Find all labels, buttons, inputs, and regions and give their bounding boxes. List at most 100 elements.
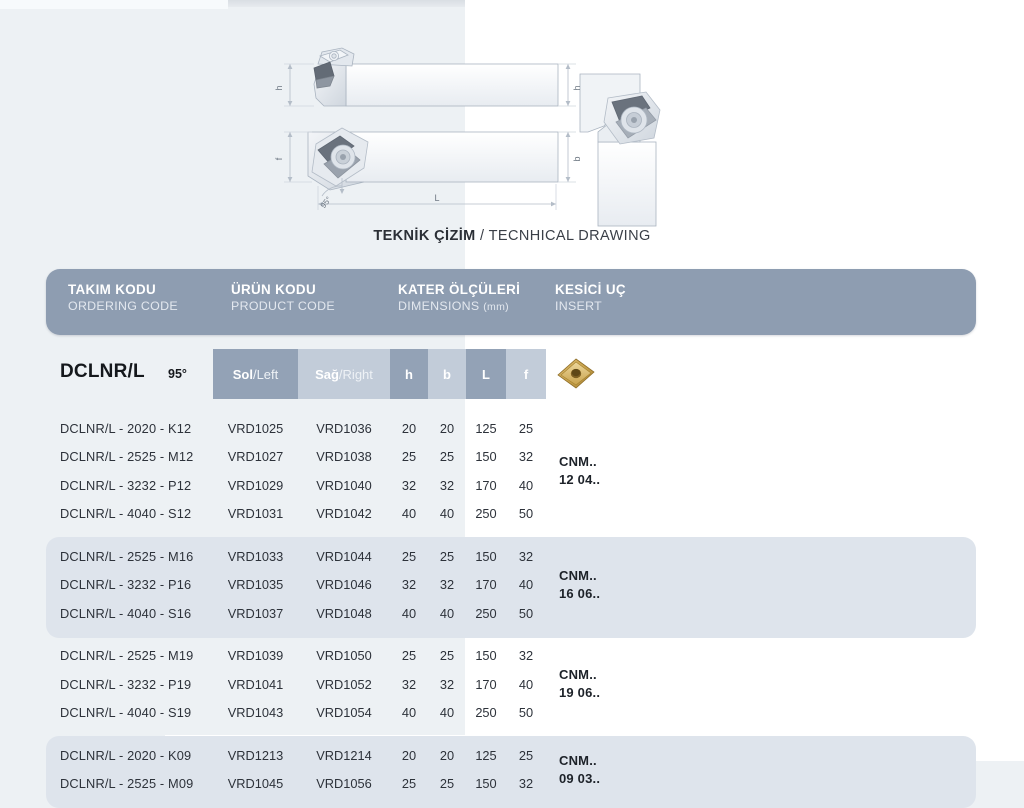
row-left-code: VRD1045 xyxy=(227,776,284,792)
table-row[interactable]: DCLNR/L - 3232 - P12 VRD1029 VRD1040 32 32 17… xyxy=(46,471,976,500)
column-header-left-tr: Sol xyxy=(232,366,253,382)
row-dim-h: 20 xyxy=(401,747,417,763)
row-right-code: VRD1042 xyxy=(316,506,372,522)
row-dim-b: 40 xyxy=(439,605,455,621)
row-dim-f: 32 xyxy=(518,548,534,564)
table-row[interactable]: DCLNR/L - 2525 - M16 VRD1033 VRD1044 25 25 15… xyxy=(46,542,976,571)
row-dim-f: 50 xyxy=(518,506,534,522)
dim-label-angle: 95° xyxy=(319,195,334,210)
row-dim-h: 40 xyxy=(401,705,417,721)
row-right-code: VRD1044 xyxy=(316,548,372,564)
row-dim-f: 50 xyxy=(518,705,534,721)
header-ordering-code: TAKIM KODU ORDERING CODE xyxy=(68,281,178,315)
insert-group: DCLNR/L - 2525 - M16 VRD1033 VRD1044 25 25 15… xyxy=(46,537,976,638)
drawing-caption-tr: TEKNİK ÇİZİM xyxy=(373,228,476,244)
dim-label-h-right: h xyxy=(572,85,582,90)
row-ordering-code: DCLNR/L - 2020 - K12 xyxy=(60,420,192,436)
dim-label-h-left: h xyxy=(274,85,284,90)
row-dim-h: 40 xyxy=(401,605,417,621)
table-row[interactable]: DCLNR/L - 3232 - P16 VRD1035 VRD1046 32 32 17… xyxy=(46,571,976,600)
row-left-code: VRD1035 xyxy=(227,577,284,593)
row-left-code: VRD1043 xyxy=(227,705,284,721)
insert-group: DCLNR/L - 2525 - M19 VRD1039 VRD1050 25 25 15… xyxy=(46,637,976,738)
row-right-code: VRD1056 xyxy=(316,776,372,792)
row-right-code: VRD1038 xyxy=(316,449,372,465)
row-left-code: VRD1033 xyxy=(227,548,284,564)
header-dimensions-tr: KATER ÖLÇÜLERİ xyxy=(398,282,521,297)
row-ordering-code: DCLNR/L - 3232 - P12 xyxy=(60,477,192,493)
row-dim-L: 125 xyxy=(475,420,497,436)
table-row[interactable]: DCLNR/L - 2020 - K09 VRD1213 VRD1214 20 20 12… xyxy=(46,741,976,770)
insert-designation-line1: CNM.. xyxy=(559,667,597,683)
table-row[interactable]: DCLNR/L - 3232 - P19 VRD1041 VRD1052 32 32 17… xyxy=(46,670,976,699)
table-row[interactable]: DCLNR/L - 2020 - K12 VRD1025 VRD1036 20 20 12… xyxy=(46,414,976,443)
side-view xyxy=(284,47,576,107)
table-row[interactable]: DCLNR/L - 4040 - S19 VRD1043 VRD1054 40 40 25… xyxy=(46,699,976,728)
table-header-bar: TAKIM KODU ORDERING CODE ÜRÜN KODU PRODU… xyxy=(46,269,976,335)
family-angle: 95° xyxy=(168,367,187,381)
row-dim-b: 32 xyxy=(439,676,455,692)
insert-designation-line1: CNM.. xyxy=(559,454,597,469)
row-dim-h: 25 xyxy=(401,648,417,664)
front-view xyxy=(579,73,661,227)
row-dim-b: 40 xyxy=(439,506,455,522)
family-name: DCLNR/L xyxy=(60,361,145,382)
row-dim-b: 25 xyxy=(439,648,455,664)
row-dim-b: 40 xyxy=(439,705,455,721)
catalog-page: h h f b L 95° TEKNİK ÇİZİM / TECNHICAL D… xyxy=(46,0,1024,808)
row-right-code: VRD1036 xyxy=(316,420,372,436)
row-ordering-code: DCLNR/L - 4040 - S12 xyxy=(60,506,192,522)
row-dim-h: 32 xyxy=(401,676,417,692)
drawing-caption-sep: / xyxy=(475,228,489,244)
row-ordering-code: DCLNR/L - 3232 - P16 xyxy=(60,577,192,593)
column-header-b: b xyxy=(428,349,466,399)
row-dim-h: 25 xyxy=(401,548,417,564)
header-dimensions-en: DIMENSIONS (mm) xyxy=(398,299,509,313)
table-row[interactable]: DCLNR/L - 2525 - M09 VRD1045 VRD1056 25 25 15… xyxy=(46,770,976,799)
drawing-caption-en: TECNHICAL DRAWING xyxy=(488,228,651,244)
table-row[interactable]: DCLNR/L - 4040 - S16 VRD1037 VRD1048 40 40 25… xyxy=(46,599,976,628)
row-dim-L: 170 xyxy=(475,577,497,593)
row-ordering-code: DCLNR/L - 2525 - M19 xyxy=(60,648,194,664)
row-dim-b: 20 xyxy=(439,747,455,763)
row-dim-b: 20 xyxy=(439,420,455,436)
insert-designation: CNM.. 16 06.. xyxy=(559,567,600,603)
insert-designation-line2: 12 04.. xyxy=(559,472,601,487)
row-left-code: VRD1025 xyxy=(227,420,284,436)
column-header-h: h xyxy=(390,349,428,399)
row-left-code: VRD1027 xyxy=(227,449,284,465)
table-row[interactable]: DCLNR/L - 2525 - M19 VRD1039 VRD1050 25 25 15… xyxy=(46,642,976,671)
row-left-code: VRD1037 xyxy=(227,605,284,621)
row-dim-L: 250 xyxy=(475,705,497,721)
row-dim-f: 25 xyxy=(518,420,534,436)
insert-designation-line2: 19 06.. xyxy=(559,685,601,701)
column-header-right-tr: Sağ xyxy=(315,366,339,382)
row-dim-h: 25 xyxy=(401,449,417,465)
table-row[interactable]: DCLNR/L - 4040 - S12 VRD1031 VRD1042 40 40 25… xyxy=(46,500,976,529)
row-dim-b: 25 xyxy=(439,548,455,564)
row-dim-f: 25 xyxy=(518,747,534,763)
row-dim-L: 250 xyxy=(475,506,497,522)
row-right-code: VRD1048 xyxy=(316,605,372,621)
row-dim-b: 25 xyxy=(439,449,455,465)
row-ordering-code: DCLNR/L - 2525 - M09 xyxy=(60,776,194,792)
row-dim-L: 150 xyxy=(475,648,497,664)
column-header-L: L xyxy=(466,349,506,399)
header-ordering-code-en: ORDERING CODE xyxy=(68,299,178,313)
top-view xyxy=(284,127,576,210)
row-left-code: VRD1029 xyxy=(227,477,284,493)
table-row[interactable]: DCLNR/L - 2525 - M12 VRD1027 VRD1038 25 25 15… xyxy=(46,443,976,472)
row-left-code: VRD1031 xyxy=(227,506,284,522)
row-dim-L: 150 xyxy=(475,548,497,564)
insert-designation: CNM.. 09 03.. xyxy=(559,752,600,788)
insert-designation: CNM.. 12 04.. xyxy=(559,453,600,489)
insert-designation: CNM.. 19 06.. xyxy=(559,666,600,702)
row-dim-L: 170 xyxy=(475,676,497,692)
row-ordering-code: DCLNR/L - 2525 - M12 xyxy=(60,449,194,465)
row-dim-L: 170 xyxy=(475,477,497,493)
row-dim-b: 32 xyxy=(439,477,455,493)
row-dim-f: 32 xyxy=(518,648,534,664)
header-ordering-code-tr: TAKIM KODU xyxy=(68,282,157,297)
row-ordering-code: DCLNR/L - 2020 - K09 xyxy=(60,747,192,763)
row-dim-f: 40 xyxy=(518,477,534,493)
